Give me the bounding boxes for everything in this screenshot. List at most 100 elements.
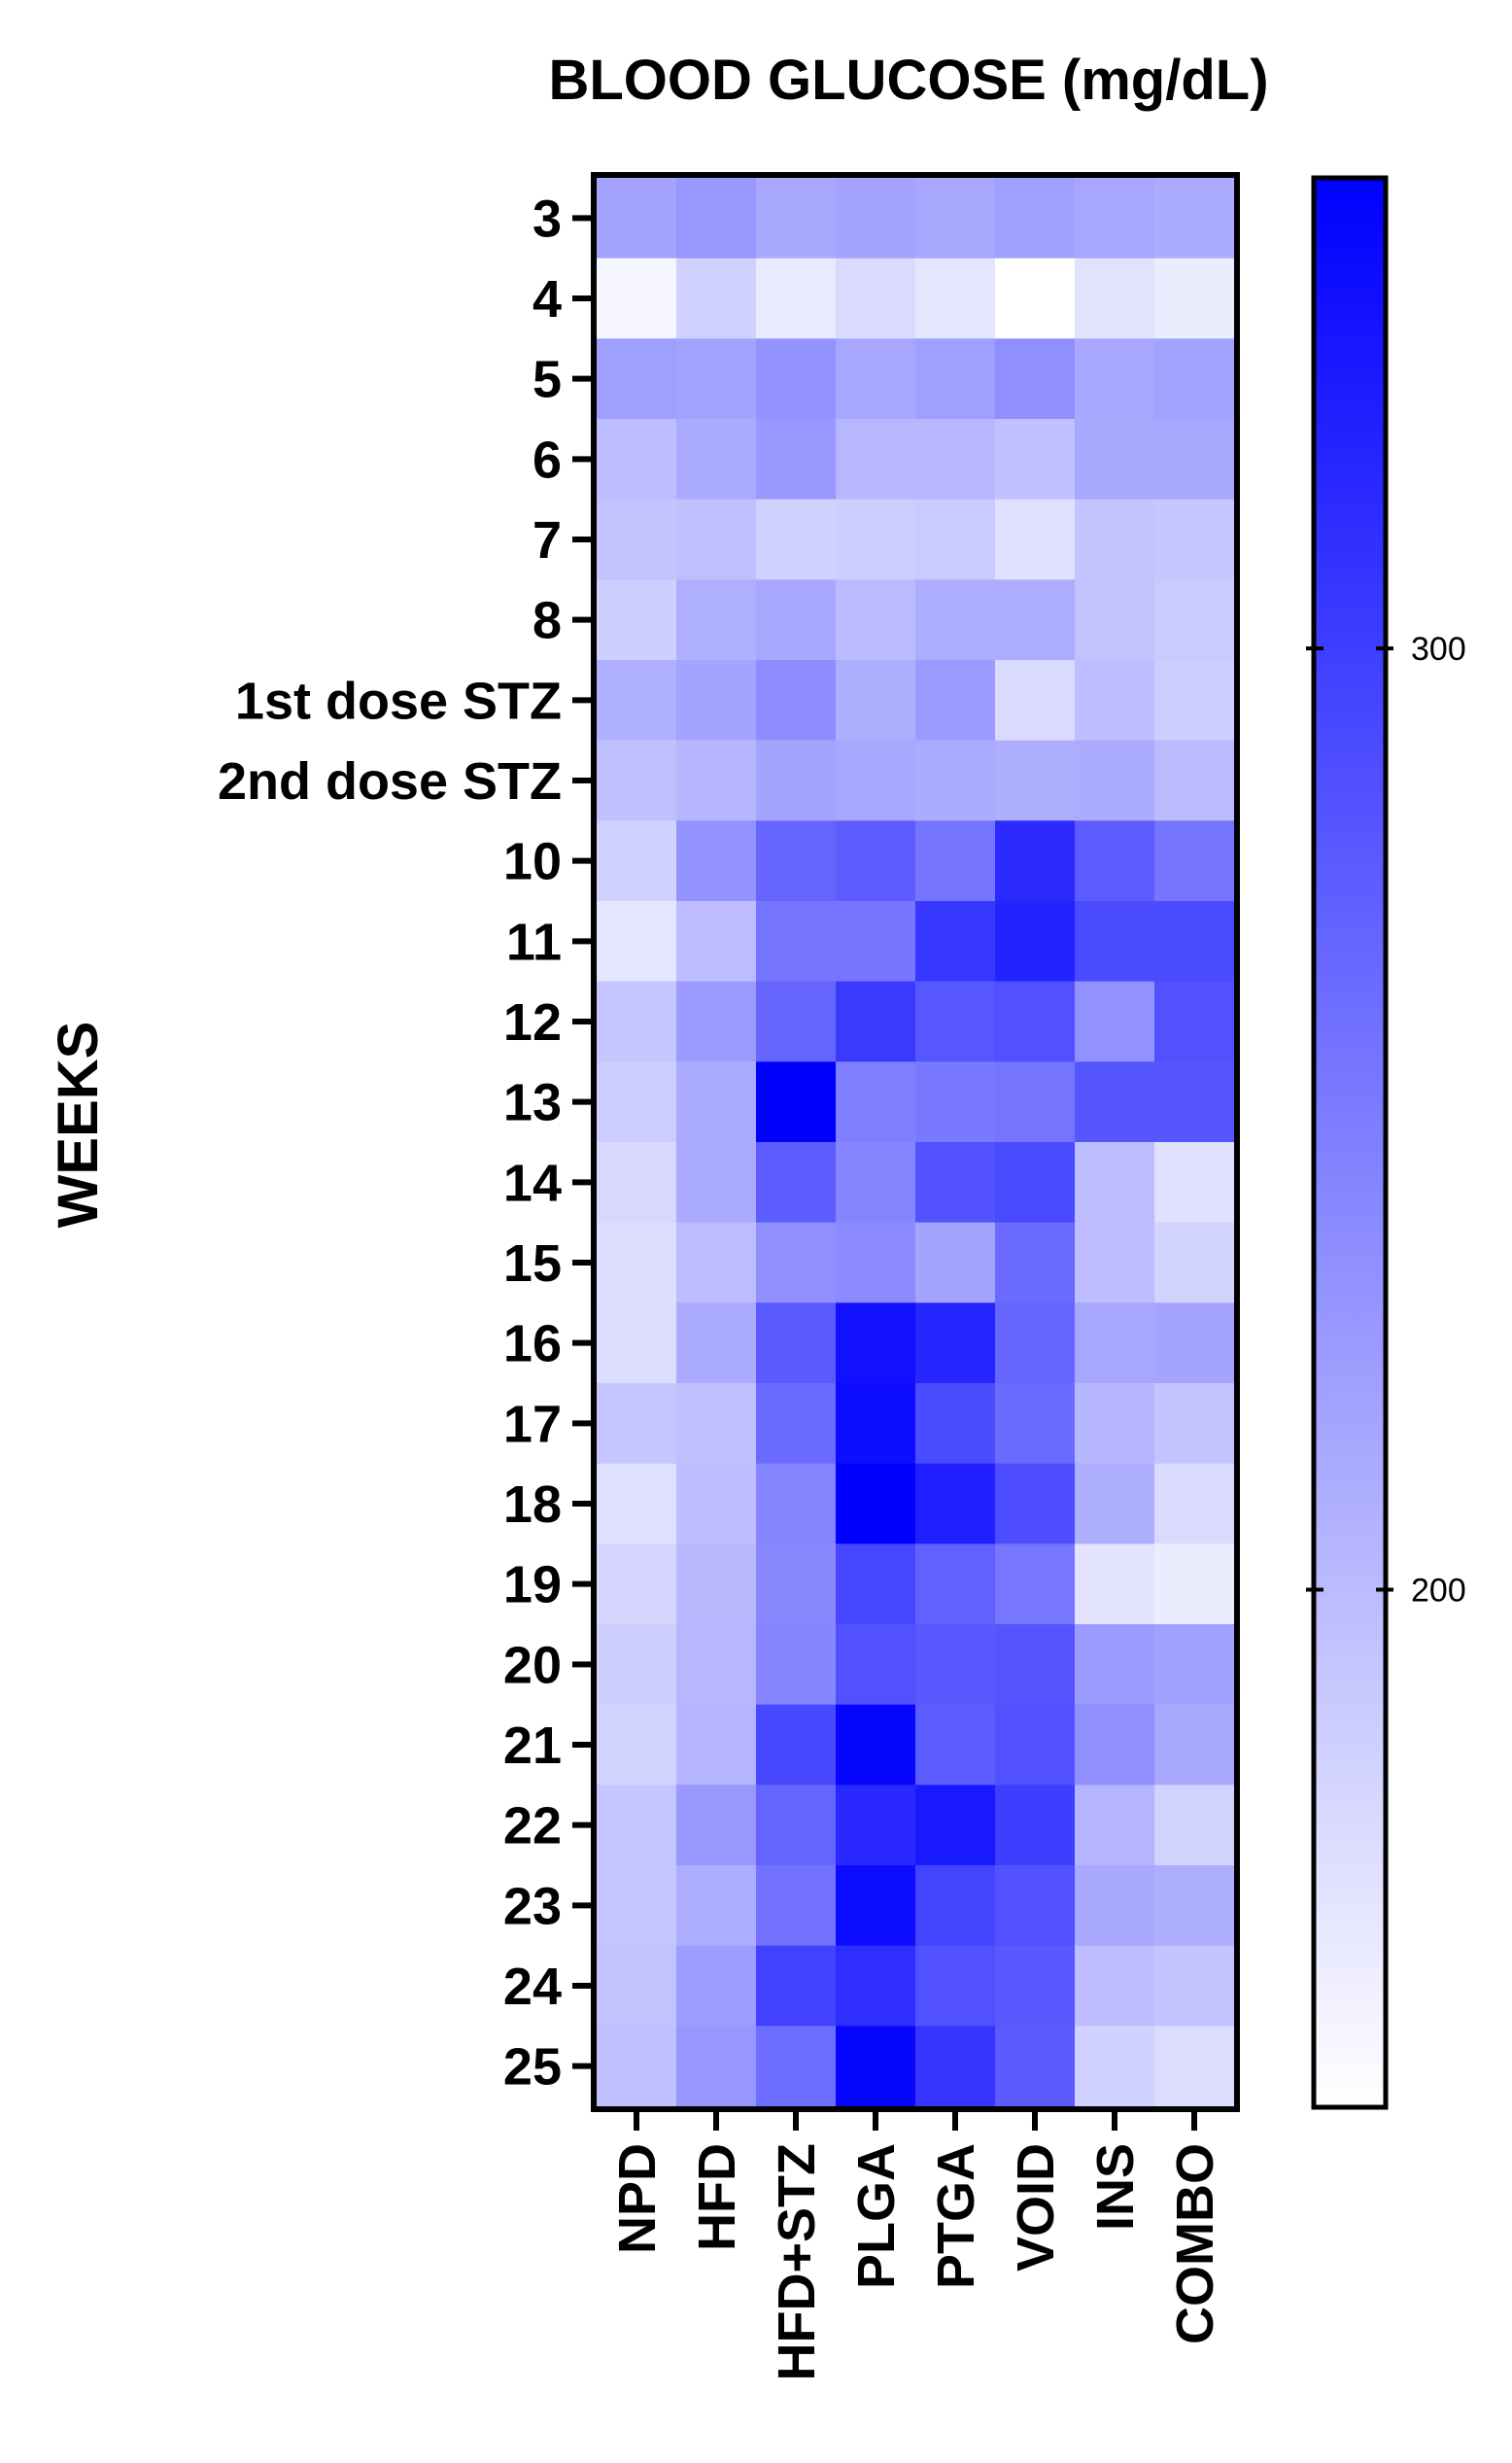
heatmap-cell — [836, 1544, 916, 1625]
heatmap-cell — [995, 258, 1076, 339]
heatmap-cell — [597, 1222, 677, 1303]
heatmap-cell — [1154, 258, 1235, 339]
heatmap-cell — [915, 1142, 996, 1224]
heatmap-cell — [836, 740, 916, 821]
heatmap-cell — [597, 1945, 677, 2027]
heatmap-cell — [836, 901, 916, 983]
heatmap-cell — [995, 660, 1076, 742]
heatmap-cell — [915, 901, 996, 983]
heatmap-cell — [756, 1865, 837, 1947]
heatmap-cell — [1154, 1624, 1235, 1706]
row-tick-label: 7 — [533, 511, 562, 570]
heatmap-cell — [995, 579, 1076, 661]
heatmap-cell — [1154, 579, 1235, 661]
heatmap-cell — [1075, 1383, 1155, 1465]
heatmap-cell — [836, 1624, 916, 1706]
heatmap-cell — [915, 1624, 996, 1706]
heatmap-cell — [995, 1704, 1076, 1786]
heatmap-cell — [597, 2026, 677, 2107]
heatmap-cell — [1154, 1463, 1235, 1544]
y-axis-label: WEEKS — [47, 1022, 110, 1229]
heatmap-cell — [676, 338, 757, 420]
heatmap-cell — [1154, 1142, 1235, 1224]
row-tick-label: 3 — [533, 190, 562, 248]
heatmap-cell — [597, 579, 677, 661]
heatmap-cell — [676, 1383, 757, 1465]
heatmap-cell — [1075, 1785, 1155, 1866]
heatmap-cell — [676, 1302, 757, 1384]
heatmap-cell — [836, 1142, 916, 1224]
heatmap-cell — [915, 1383, 996, 1465]
row-ticks: 3 4 5 6 7 8 1st dose STZ 2nd dose STZ 10 11 12 13 14… — [218, 190, 594, 2097]
heatmap-cell — [597, 1142, 677, 1224]
heatmap-cell — [836, 1704, 916, 1786]
heatmap-cell — [676, 579, 757, 661]
heatmap-cell — [756, 1624, 837, 1706]
heatmap-cell — [676, 981, 757, 1062]
heatmap-cell — [756, 1945, 837, 2027]
heatmap-cell — [1075, 579, 1155, 661]
heatmap-cell — [1075, 258, 1155, 339]
heatmap-cell — [915, 740, 996, 821]
colorbar-tick-label: 200 — [1411, 1572, 1466, 1609]
heatmap-cell — [1075, 820, 1155, 902]
heatmap-cell — [756, 1142, 837, 1224]
heatmap-cell — [597, 258, 677, 339]
heatmap-cell — [676, 901, 757, 983]
heatmap-cell — [1154, 1544, 1235, 1625]
column-tick-label: NPD — [608, 2143, 667, 2254]
heatmap-cell — [597, 1544, 677, 1625]
heatmap-cell — [597, 981, 677, 1062]
heatmap-cell — [836, 1222, 916, 1303]
row-tick-label: 6 — [533, 431, 562, 489]
heatmap-cell — [1075, 1222, 1155, 1303]
heatmap-cell — [915, 820, 996, 902]
heatmap-cell — [995, 1061, 1076, 1143]
heatmap-cell — [597, 820, 677, 902]
heatmap-cell — [915, 1865, 996, 1947]
row-tick-label: 20 — [503, 1636, 562, 1694]
heatmap-cell — [1075, 419, 1155, 501]
heatmap-cell — [756, 820, 837, 902]
heatmap-cell — [915, 579, 996, 661]
heatmap-cell — [995, 1222, 1076, 1303]
heatmap-cell — [1154, 740, 1235, 821]
column-tick-label: PLGA — [847, 2143, 906, 2289]
heatmap-cell — [1075, 981, 1155, 1062]
heatmap-cell — [597, 499, 677, 580]
heatmap-cell — [915, 258, 996, 339]
heatmap-cell — [676, 1222, 757, 1303]
row-tick-label: 4 — [533, 270, 562, 329]
column-tick-label: COMBO — [1166, 2143, 1224, 2344]
heatmap-cell — [1154, 1704, 1235, 1786]
heatmap-cell — [995, 338, 1076, 420]
heatmap-cell — [676, 740, 757, 821]
heatmap-cell — [915, 338, 996, 420]
heatmap-cell — [995, 901, 1076, 983]
heatmap-cell — [597, 1383, 677, 1465]
heatmap-cell — [1075, 499, 1155, 580]
heatmap-cell — [597, 419, 677, 501]
heatmap-cell — [995, 820, 1076, 902]
heatmap-cell — [1154, 1061, 1235, 1143]
row-tick-label: 1st dose STZ — [235, 672, 562, 730]
row-tick-label: 24 — [503, 1958, 562, 2016]
heatmap-cell — [995, 1945, 1076, 2027]
heatmap-cell — [597, 178, 677, 260]
heatmap-cell — [1154, 981, 1235, 1062]
heatmap-cell — [995, 1302, 1076, 1384]
heatmap-cell — [836, 981, 916, 1062]
heatmap-cell — [756, 178, 837, 260]
heatmap-cell — [1154, 178, 1235, 260]
row-tick-label: 13 — [503, 1074, 562, 1132]
heatmap-cell — [1075, 660, 1155, 742]
colorbar-tick-label: 300 — [1411, 631, 1466, 668]
heatmap-cell — [836, 1945, 916, 2027]
heatmap-cell — [1075, 740, 1155, 821]
heatmap-cell — [915, 981, 996, 1062]
heatmap-cell — [1154, 1383, 1235, 1465]
heatmap-cell — [756, 901, 837, 983]
heatmap-cell — [995, 499, 1076, 580]
heatmap-cell — [915, 1945, 996, 2027]
heatmap-cell — [676, 1785, 757, 1866]
